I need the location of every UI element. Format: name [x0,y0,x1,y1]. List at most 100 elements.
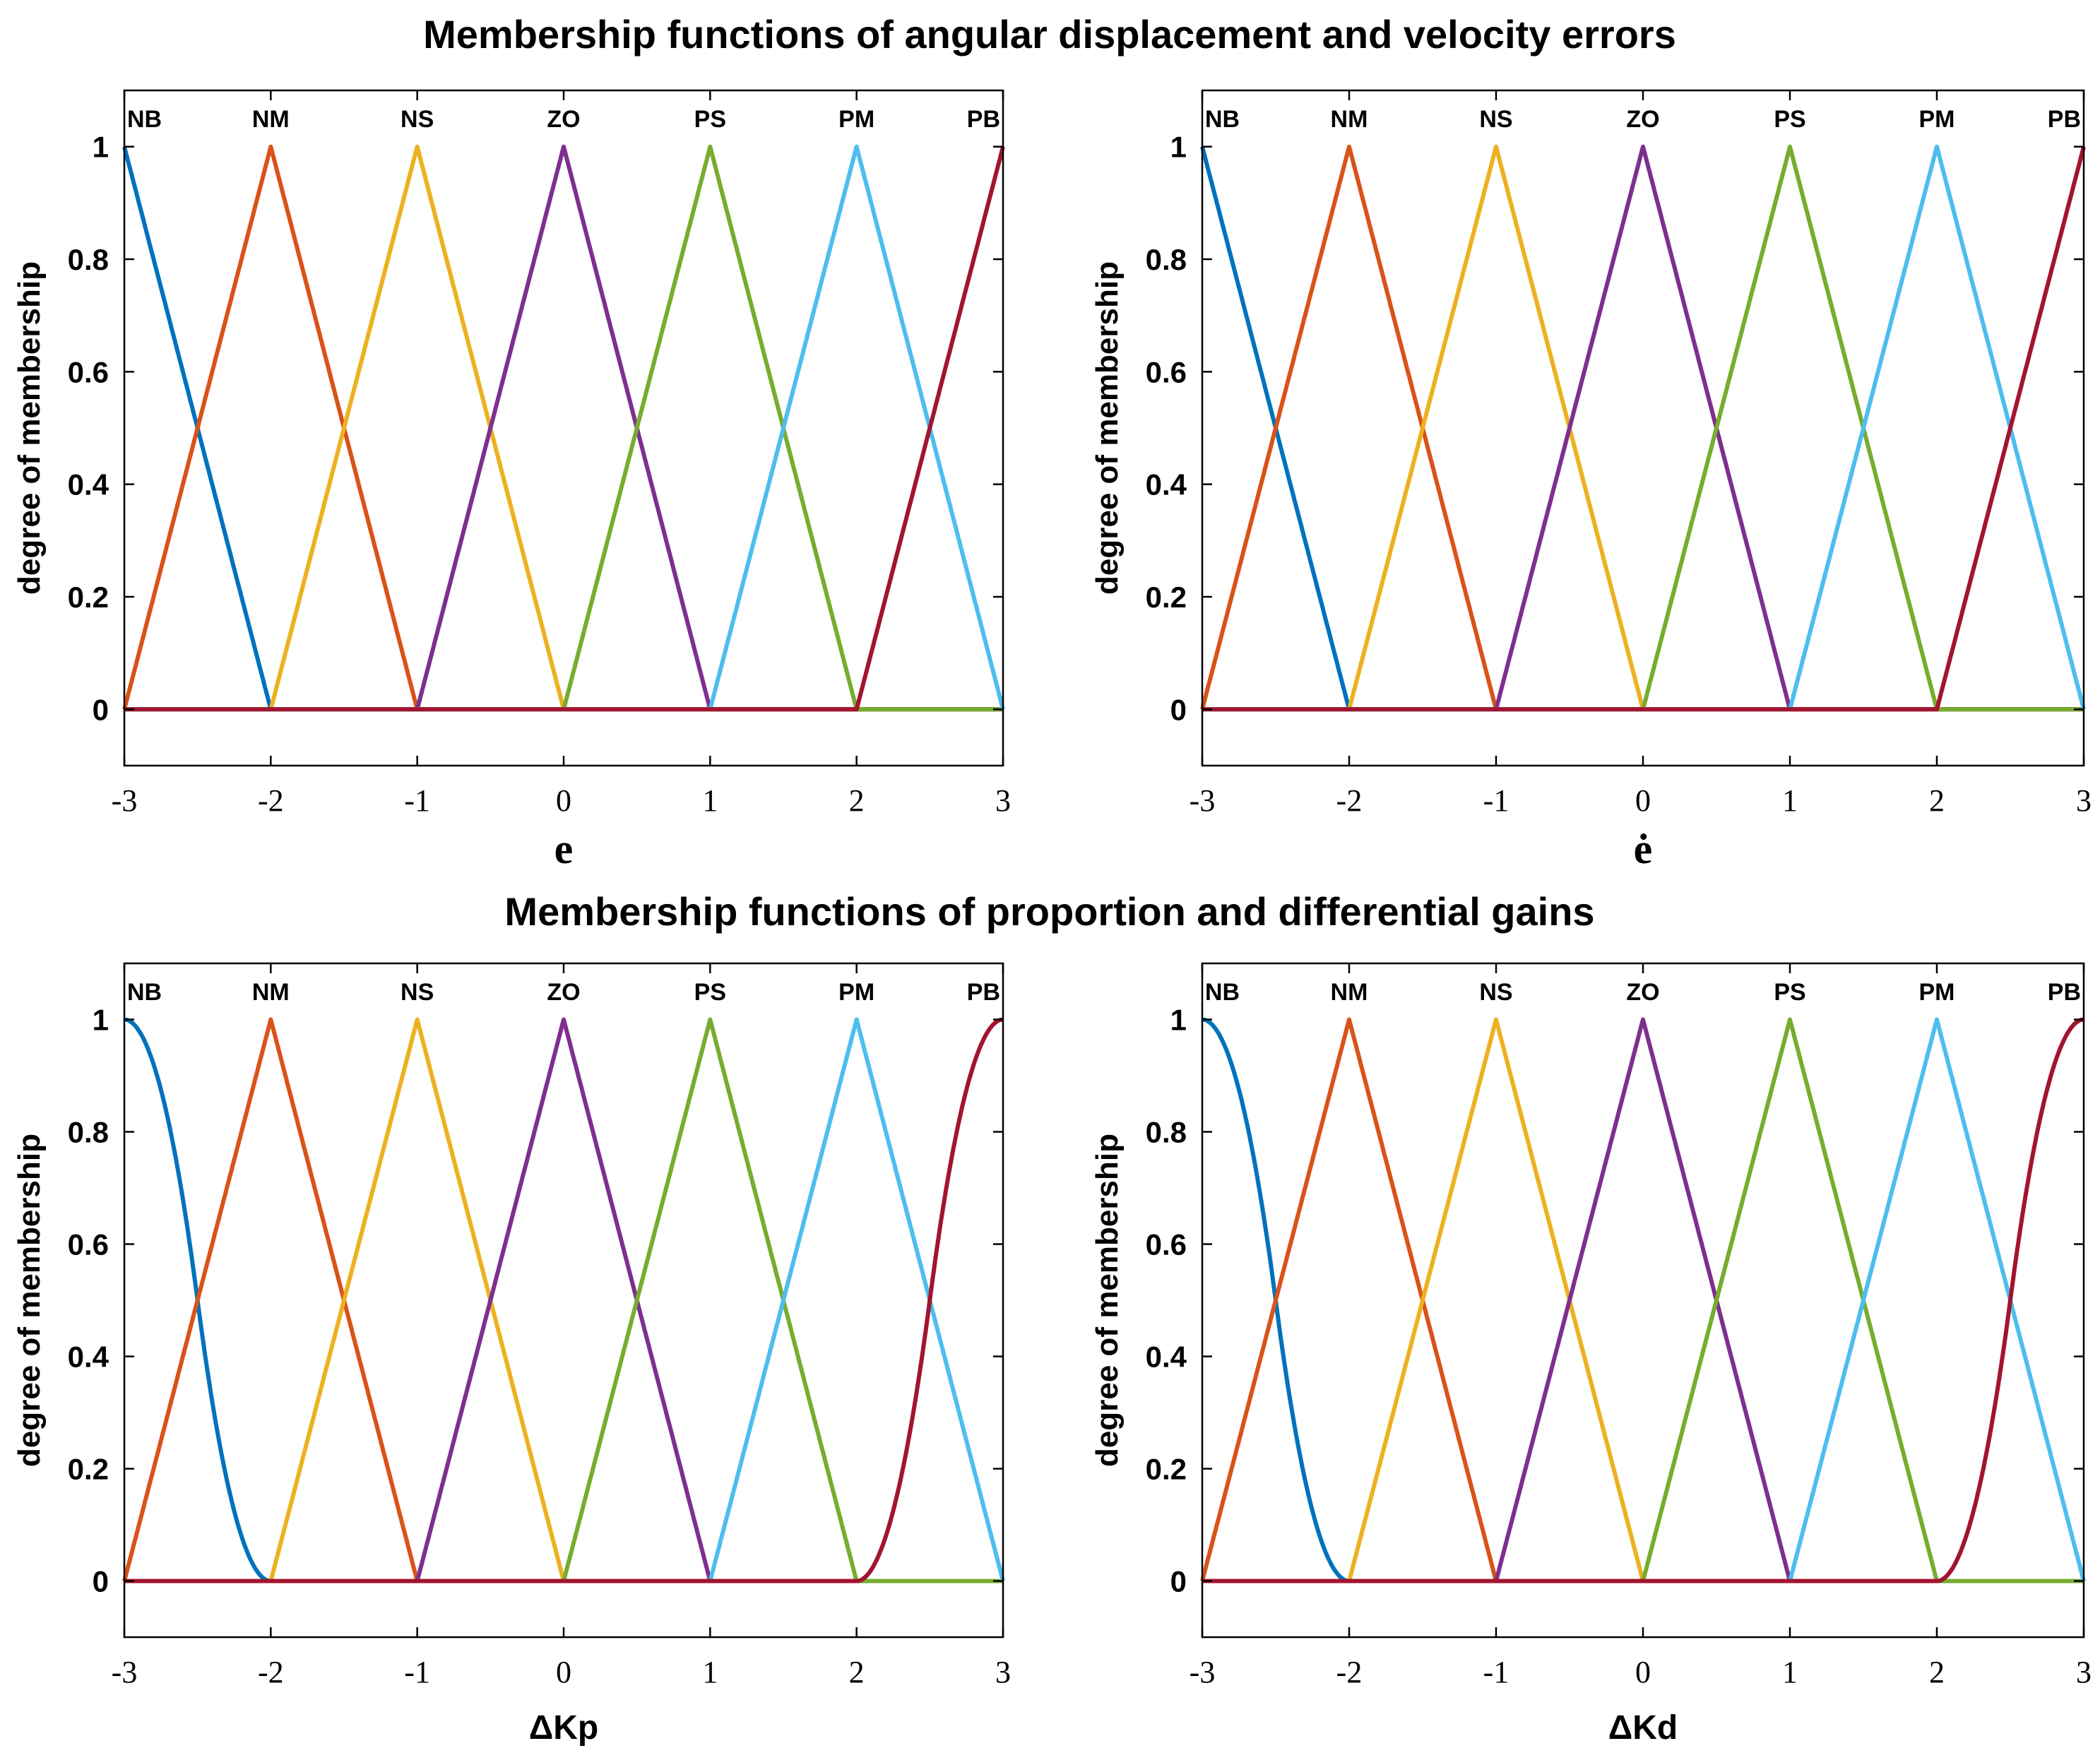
mf-label-pm: PM [1919,106,1955,133]
charts-group: 0 0.2 0.4 0.6 0.8 1 -3 -2 -1 0 1 2 3 NB NM NS ZO PS PM PB de… [12,89,2092,1747]
x-tick-label: 3 [2076,1655,2092,1689]
x-tick-label: 0 [556,1655,571,1689]
mf-label-ps: PS [1774,979,1805,1006]
mf-label-nm: NM [1331,979,1368,1006]
x-tick-label: 0 [1635,783,1651,818]
mf-label-nb: NB [1205,979,1240,1006]
mf-label-ns: NS [401,106,434,133]
axes-box [1201,962,2085,1639]
y-tick-label: 0 [93,693,109,726]
y-tick-label: 0.6 [68,355,109,388]
y-tick-label: 0.6 [68,1228,109,1261]
y-axis-label: degree of membership [1090,1134,1125,1467]
mf-label-pb: PB [967,979,1000,1006]
mf-label-ps: PS [694,979,726,1006]
x-tick-label: -3 [112,783,138,818]
mf-label-nm: NM [252,106,290,133]
axes-box [123,89,1004,767]
series-line-ns [1202,144,2084,712]
mf-label-ns: NS [1479,979,1512,1006]
y-tick-label: 0.2 [1146,1453,1187,1486]
y-tick-label: 0.2 [68,581,109,614]
x-tick-label: -3 [1190,1655,1216,1689]
mf-label-nb: NB [1205,106,1240,133]
x-tick-label: -1 [1483,1655,1509,1689]
x-tick-label: -2 [258,783,284,818]
y-tick-label: 1 [1170,1004,1187,1037]
chart-0: 0 0.2 0.4 0.6 0.8 1 -3 -2 -1 0 1 2 3 NB NM NS ZO PS PM PB de… [12,89,1011,872]
mf-label-nb: NB [127,979,162,1006]
series-line-ns [124,144,1004,712]
series-line-nm [1200,1017,2084,1583]
y-tick-label: 0.4 [1146,468,1187,501]
x-tick-label: 2 [1929,783,1945,818]
series-line-pb [1202,145,2086,712]
y-axis-label: degree of membership [1090,261,1125,595]
series-line-ns [124,1017,1004,1583]
series-line-ps [1202,1017,2084,1583]
series-line-nb [1200,145,2084,712]
x-tick-label: -2 [258,1655,284,1689]
y-tick-label: 0.8 [68,243,109,276]
series-line-ns [1202,1017,2084,1583]
mf-label-pm: PM [838,106,874,133]
y-tick-label: 0.4 [68,1341,109,1374]
y-tick-label: 0.6 [1146,1228,1187,1261]
chart-2: 0 0.2 0.4 0.6 0.8 1 -3 -2 -1 0 1 2 3 NB NM NS ZO PS PM PB de… [12,962,1011,1747]
x-tick-label: -2 [1336,783,1363,818]
x-tick-label: -1 [404,1655,430,1689]
y-tick-label: 1 [93,131,109,164]
y-tick-label: 0 [93,1565,109,1598]
mf-label-pb: PB [967,106,1000,133]
y-axis-label: degree of membership [12,1134,47,1467]
x-tick-label: 3 [2076,783,2092,818]
series-line-ps [124,1017,1004,1583]
y-tick-label: 0.2 [1146,581,1187,614]
series-group [122,1017,1005,1583]
series-line-nm [122,1017,1004,1583]
x-tick-label: 2 [849,1655,865,1689]
x-tick-label: 1 [702,1655,718,1689]
x-tick-label: -3 [112,1655,138,1689]
y-tick-label: 0.8 [1146,243,1187,276]
series-line-ps [1202,144,2084,712]
chart-3: 0 0.2 0.4 0.6 0.8 1 -3 -2 -1 0 1 2 3 NB NM NS ZO PS PM PB de… [1090,962,2092,1747]
mf-label-nb: NB [127,106,162,133]
section-title-gains: Membership functions of proportion and d… [504,889,1594,934]
series-group [122,144,1005,712]
mf-label-zo: ZO [547,106,580,133]
y-tick-label: 1 [93,1004,109,1037]
series-line-pm [1202,1017,2086,1583]
series-group [1200,144,2086,712]
y-axis-label: degree of membership [12,261,47,595]
series-line-pm [124,1017,1005,1583]
mf-label-ps: PS [1774,106,1805,133]
x-tick-label: -3 [1190,783,1216,818]
series-line-zo [1202,1017,2084,1583]
series-line-nb [1202,1017,2084,1583]
mf-label-zo: ZO [1626,979,1659,1006]
x-tick-label: -1 [404,783,430,818]
y-tick-label: 0.8 [1146,1116,1187,1149]
mf-label-pm: PM [1919,979,1955,1006]
x-axis-label: e [554,826,574,872]
mf-label-pb: PB [2048,106,2081,133]
x-tick-label: -2 [1336,1655,1363,1689]
y-tick-label: 1 [1170,131,1187,164]
series-line-nm [1200,144,2084,712]
x-tick-label: 3 [995,783,1011,818]
mf-label-zo: ZO [547,979,580,1006]
axes-box [123,962,1004,1639]
y-tick-label: 0 [1170,1565,1187,1598]
series-line-pb [124,1017,1004,1583]
series-line-pm [124,144,1005,712]
series-line-ps [124,144,1004,712]
chart-1: 0 0.2 0.4 0.6 0.8 1 -3 -2 -1 0 1 2 3 NB NM NS ZO PS PM PB de… [1090,89,2092,872]
series-line-pb [1202,1017,2084,1583]
x-tick-label: -1 [1483,783,1509,818]
y-tick-label: 0.6 [1146,355,1187,388]
x-tick-label: 1 [702,783,718,818]
y-tick-label: 0.8 [68,1116,109,1149]
series-group [1200,1017,2086,1583]
mf-label-ns: NS [401,979,434,1006]
